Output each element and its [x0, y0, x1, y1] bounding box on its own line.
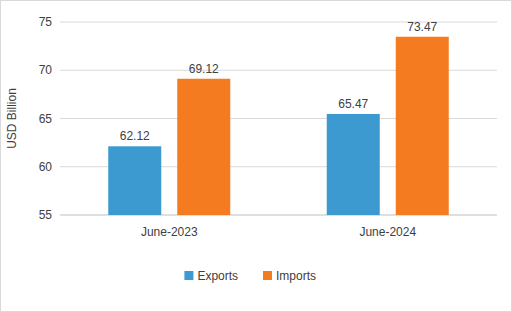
- data-label: 69.12: [189, 62, 219, 76]
- y-tick-label: 65: [39, 112, 53, 126]
- chart-container: 55 60 65 70 75 USD Billion 62.12 69.12 65.47 73.4…: [0, 0, 512, 312]
- y-tick-label: 70: [39, 63, 53, 77]
- data-label: 65.47: [338, 97, 368, 111]
- legend-swatch: [184, 271, 193, 280]
- data-label: 62.12: [120, 129, 150, 143]
- chart-frame: [1, 1, 512, 312]
- bar: [177, 79, 230, 215]
- legend: Exports Imports: [184, 269, 316, 283]
- x-tick-label: June-2024: [359, 225, 416, 239]
- bar: [327, 114, 380, 215]
- bar: [396, 37, 449, 215]
- y-tick-label: 75: [39, 15, 53, 29]
- y-tick-label: 60: [39, 160, 53, 174]
- y-tick-label: 55: [39, 208, 53, 222]
- data-labels: 62.12 69.12 65.47 73.47: [120, 20, 438, 144]
- bars: [108, 37, 449, 215]
- y-axis-label: USD Billion: [5, 88, 19, 149]
- legend-swatch: [263, 271, 272, 280]
- chart-svg: 55 60 65 70 75 USD Billion 62.12 69.12 65.47 73.4…: [0, 0, 512, 312]
- x-tick-label: June-2023: [141, 225, 198, 239]
- bar: [108, 146, 161, 215]
- legend-label: Exports: [197, 269, 238, 283]
- data-label: 73.47: [407, 20, 437, 34]
- legend-label: Imports: [276, 269, 316, 283]
